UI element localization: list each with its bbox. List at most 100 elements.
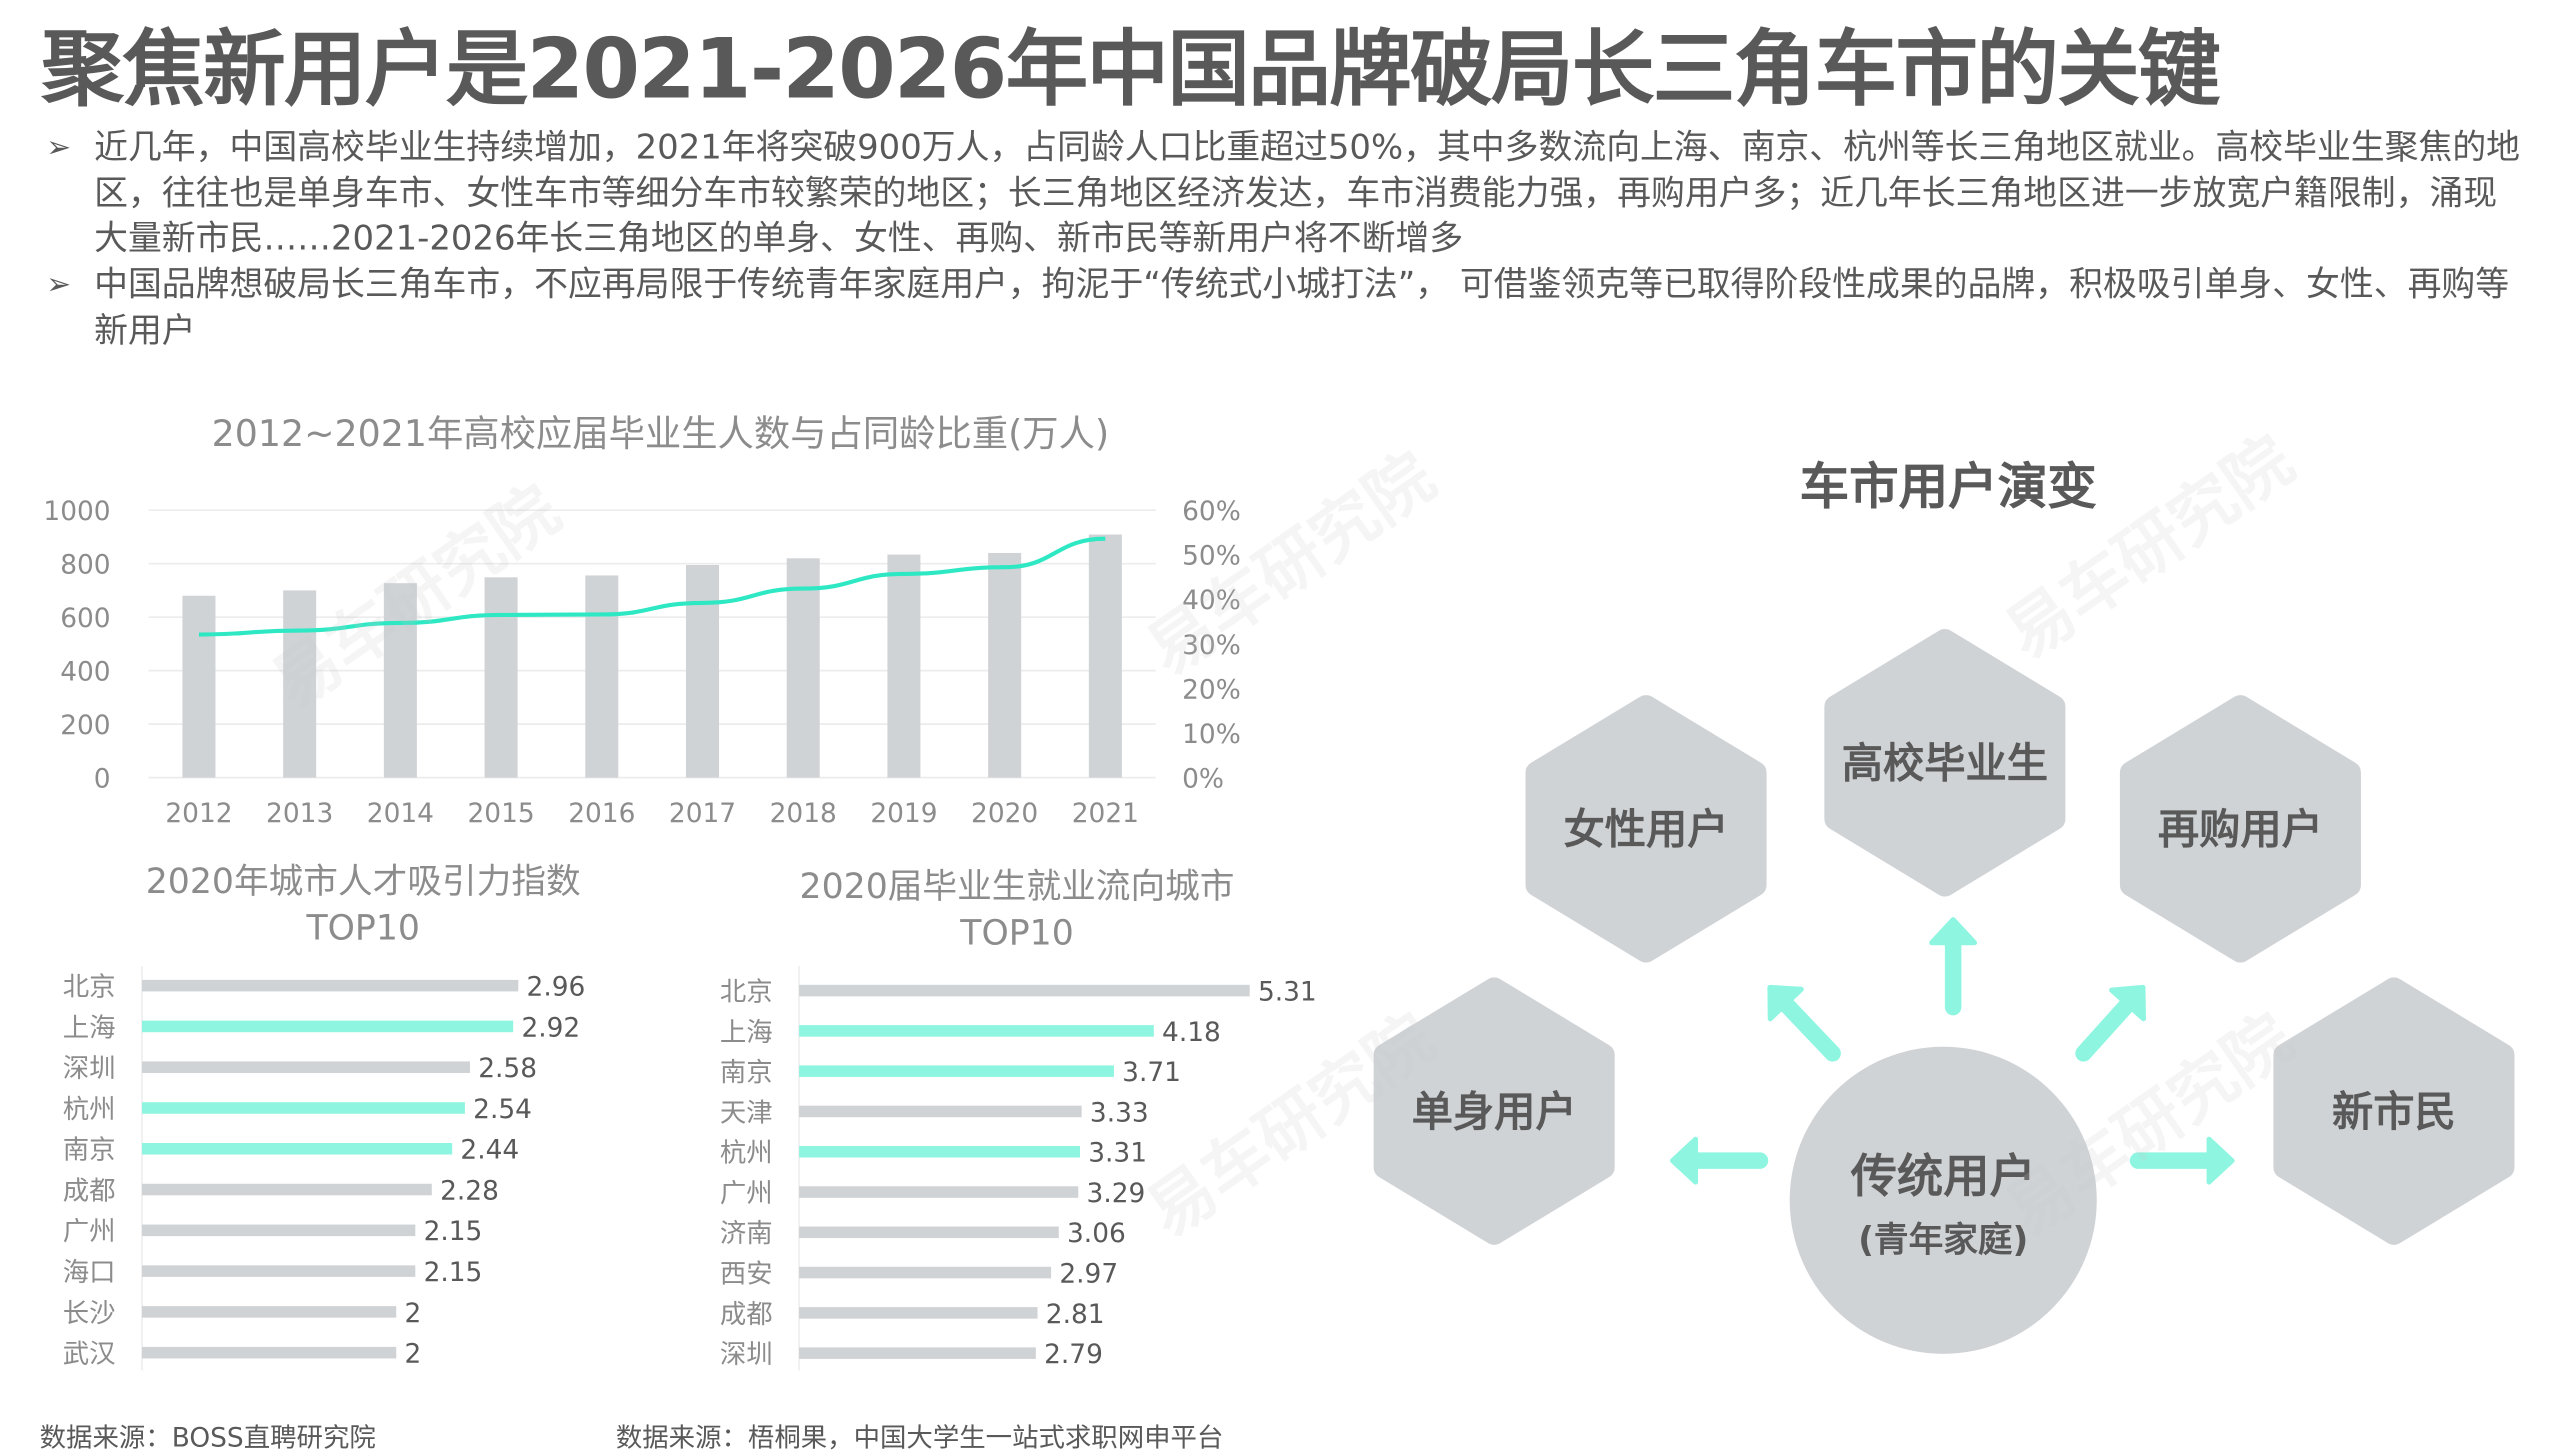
bar (141, 979, 519, 992)
category-label: 成都 (720, 1299, 773, 1330)
bullet-2: ➢ 中国品牌想破局长三角车市，不应再局限于传统青年家庭用户，拘泥于“传统式小城打… (46, 263, 2523, 354)
female-users-node-hexagon (1525, 695, 1767, 963)
bar (141, 1142, 453, 1155)
y-tick-label: 0 (94, 764, 111, 795)
x-tick-label: 2020 (971, 798, 1038, 829)
value-label: 2.54 (473, 1094, 532, 1125)
chart3-title-line1: 2020届毕业生就业流向城市 (799, 866, 1235, 907)
y-tick-label: 600 (60, 603, 110, 634)
y2-tick-label: 50% (1182, 541, 1241, 572)
page-title: 聚焦新用户是2021-2026年中国品牌破局长三角车市的关键 (41, 21, 2220, 118)
category-label: 广州 (720, 1178, 773, 1209)
chart2-title-line1: 2020年城市人才吸引力指数 (145, 861, 581, 902)
category-label: 成都 (63, 1175, 116, 1206)
category-label: 武汉 (63, 1339, 116, 1370)
category-label: 北京 (63, 972, 116, 1003)
bullet-text: 近几年，中国高校毕业生持续增加，2021年将突破900万人，占同龄人口比重超过5… (94, 127, 2521, 258)
bar (141, 1061, 470, 1073)
bar (799, 1347, 1036, 1359)
y-tick-label: 200 (60, 710, 110, 741)
bar (585, 575, 619, 778)
value-label: 3.71 (1122, 1057, 1181, 1088)
center-label-2: (青年家庭) (1858, 1220, 2028, 1260)
category-label: 深圳 (720, 1339, 773, 1370)
share-line (198, 536, 1106, 637)
value-label: 5.31 (1258, 977, 1317, 1008)
value-label: 3.31 (1088, 1138, 1147, 1169)
bar (141, 1224, 416, 1237)
category-label: 海口 (63, 1257, 116, 1288)
x-tick-label: 2012 (165, 798, 232, 829)
arrow-bullet-icon: ➢ (46, 130, 72, 166)
bar (799, 1186, 1079, 1198)
value-label: 2.58 (478, 1053, 537, 1084)
bar (988, 552, 1022, 778)
category-label: 天津 (720, 1097, 773, 1128)
bar (685, 564, 720, 778)
value-label: 2.81 (1046, 1299, 1105, 1330)
new-citizens-node-hexagon (2273, 977, 2515, 1245)
graduates-node-hexagon (1824, 629, 2066, 897)
value-label: 2.15 (424, 1257, 483, 1288)
arrow-bullet-icon: ➢ (46, 267, 72, 303)
value-label: 2 (404, 1339, 421, 1370)
bar (887, 554, 921, 778)
bar (383, 583, 417, 778)
right-arrow-icon (2206, 1136, 2235, 1185)
y-tick-label: 400 (60, 657, 110, 688)
bar (1088, 534, 1122, 778)
value-label: 3.29 (1087, 1178, 1146, 1209)
category-label: 广州 (63, 1216, 116, 1247)
category-label: 长沙 (63, 1298, 116, 1329)
bar (141, 1346, 397, 1359)
bar (141, 1265, 416, 1277)
bar (141, 1183, 432, 1196)
x-tick-label: 2016 (568, 798, 635, 829)
bar (799, 1025, 1154, 1037)
x-tick-label: 2019 (870, 798, 937, 829)
y2-tick-label: 30% (1182, 630, 1241, 661)
repurchase-users-node-hexagon (2119, 695, 2361, 963)
bar (799, 1065, 1114, 1077)
up-right-arrow-icon (2109, 984, 2146, 1022)
y2-tick-label: 10% (1182, 719, 1241, 750)
value-label: 2.92 (521, 1012, 580, 1043)
up-arrow-icon (1929, 917, 1978, 946)
bullet-1: ➢ 近几年，中国高校毕业生持续增加，2021年将突破900万人，占同龄人口比重超… (46, 125, 2523, 261)
bar (799, 1145, 1080, 1158)
talent-index-chart: 北京 2.96 上海 2.92 深圳 2.58 杭州 2.54 南京 2.44 成都 2.28 广州 2.… (63, 965, 586, 1371)
x-tick-label: 2015 (467, 798, 534, 829)
x-tick-label: 2017 (669, 798, 736, 829)
single-users-node-hexagon (1373, 977, 1615, 1245)
bar (283, 590, 317, 778)
graduate-flow-chart: 北京 5.31 上海 4.18 南京 3.71 天津 3.33 杭州 3.31 广州 3.29 济南 3.… (720, 965, 1317, 1371)
y2-tick-label: 40% (1182, 585, 1241, 616)
y2-tick-label: 60% (1182, 496, 1241, 527)
bar (799, 1266, 1052, 1279)
diagram-title: 车市用户演变 (1799, 458, 2097, 517)
x-tick-label: 2013 (266, 798, 333, 829)
center-label-1: 传统用户 (1850, 1149, 2036, 1203)
up-left-shaft (1777, 995, 1841, 1062)
category-label: 南京 (720, 1057, 773, 1088)
value-label: 2.44 (460, 1135, 519, 1166)
bar (799, 1226, 1059, 1239)
chart3-title-line2: TOP10 (960, 913, 1074, 953)
repurchase-users-node-label: 再购用户 (2158, 806, 2323, 854)
graduates-node-label: 高校毕业生 (1842, 740, 2048, 788)
category-label: 西安 (720, 1258, 773, 1289)
bar (182, 595, 216, 778)
value-label: 3.33 (1090, 1097, 1149, 1128)
y-tick-label: 800 (60, 550, 110, 581)
up-left-arrow-icon (1767, 984, 1804, 1022)
source-note-1: 数据来源：BOSS直聘研究院 (39, 1421, 376, 1453)
bar (799, 984, 1250, 997)
value-label: 2.28 (440, 1175, 499, 1206)
category-label: 杭州 (720, 1138, 773, 1169)
graduates-chart: 0 200 400 600 800 1000 0% 10% 20% 30% 40% 50% 60% 201… (43, 496, 1241, 829)
x-tick-label: 2014 (367, 798, 434, 829)
category-label: 上海 (720, 1017, 773, 1048)
value-label: 2.96 (527, 972, 586, 1003)
